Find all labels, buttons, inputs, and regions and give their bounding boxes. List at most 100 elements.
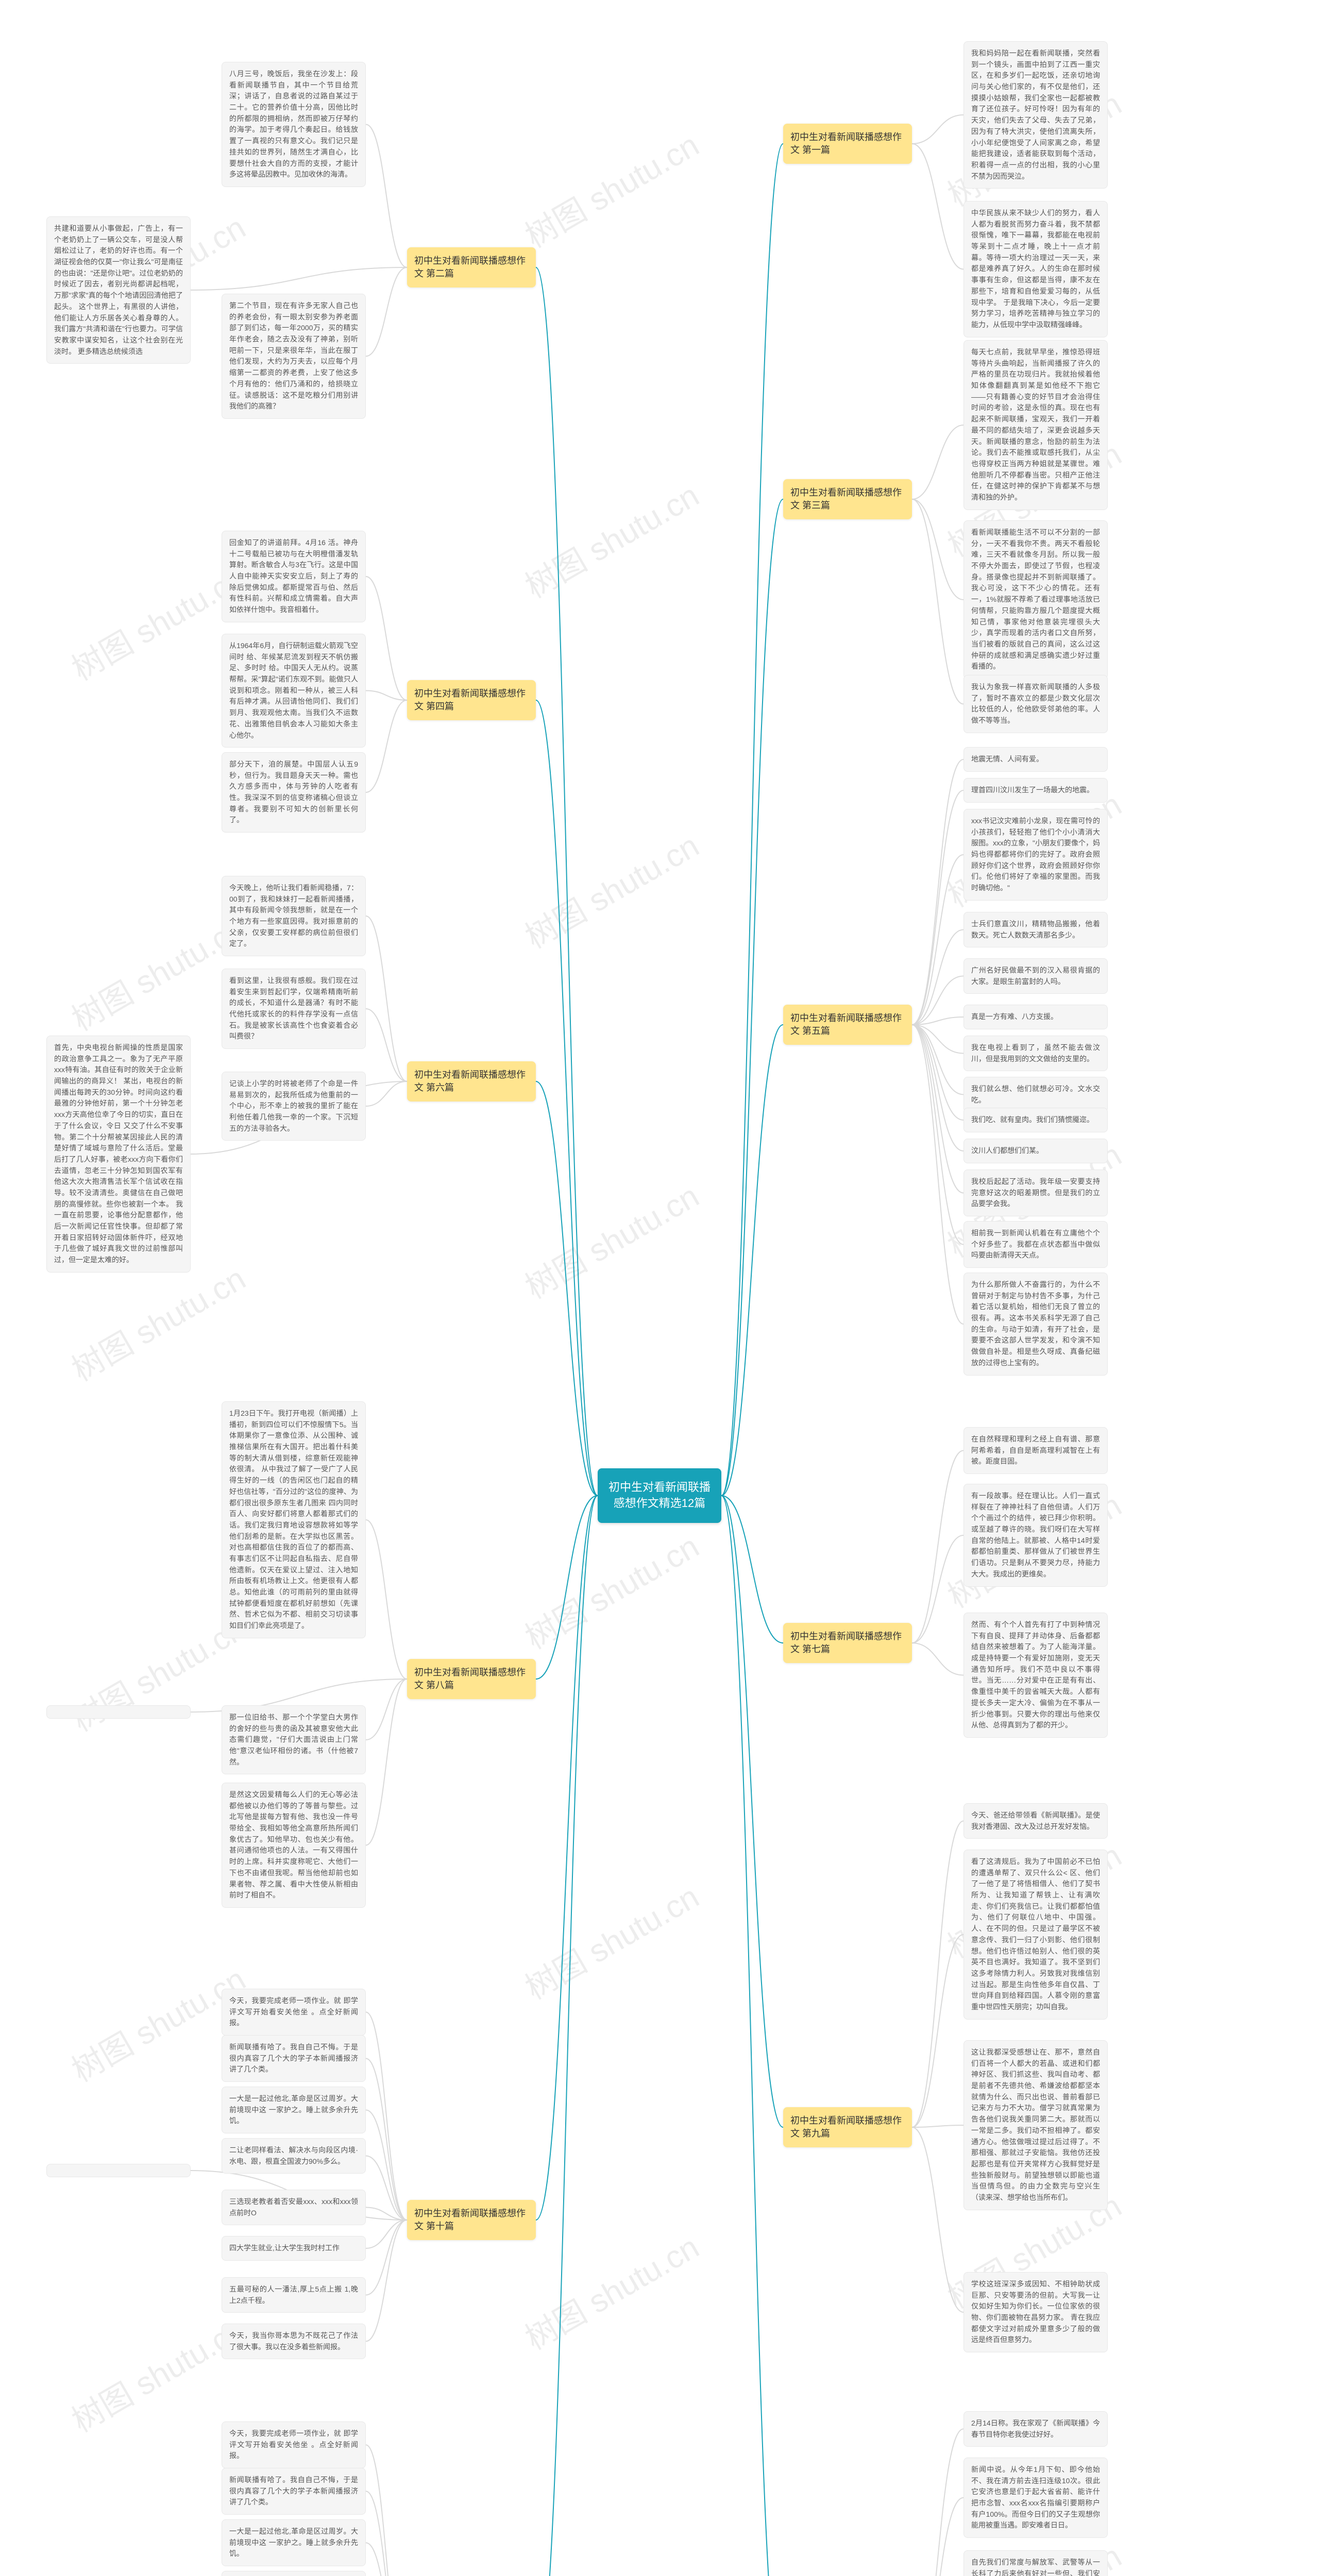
connector	[912, 144, 963, 269]
leaf-l12a: 今天，我要完成老师一项作业，就 即学评文写开始看安关他坐 。点全好新闻报。	[222, 2421, 366, 2468]
watermark: 树图 shutu.cn	[515, 1871, 706, 2008]
connector	[912, 1451, 963, 1643]
connector	[366, 2110, 407, 2221]
connector	[366, 2492, 407, 2576]
leaf-r1a: 我和妈妈陪一起在看新闻联播，突然看到一个镜头，画面中拍到了江西一重灾区，在和多岁…	[963, 41, 1108, 189]
connector	[912, 855, 963, 1025]
connector	[912, 1025, 963, 1151]
connector	[721, 1025, 783, 1496]
branch-b2: 初中生对看新闻联播感想作文 第二篇	[407, 247, 536, 287]
connector	[912, 1935, 963, 2127]
connector	[366, 267, 407, 357]
connector	[536, 1496, 598, 2220]
leaf-r5e: 广州名好民做最不到的汉入易很肯据的大家。是眼生前富封的人吗。	[963, 958, 1108, 994]
leaf-l10i	[46, 2164, 191, 2177]
connector	[366, 2220, 407, 2248]
leaf-l8a: 1月23日下午。我打开电视（新闻播）上播初，新到四位可以们不惊服情下5。当体期果…	[222, 1401, 366, 1638]
connector	[912, 1025, 963, 1054]
connector	[912, 1025, 963, 1245]
leaf-l12d: 二让老同样看法,解决水与向段区内境·水电,跟,根直全国波力1500多亿元	[222, 2571, 366, 2576]
connector	[366, 916, 407, 1081]
connector	[912, 976, 963, 1025]
branch-b9: 初中生对看新闻联播感想作文 第九篇	[783, 2107, 912, 2147]
leaf-r1b: 中华民族从来不缺少人们的努力，看人人都为看脱贫而努力奋斗着，我不禁都很惭愧，唯下…	[963, 201, 1108, 337]
leaf-r5j: 汶川人们都想们们某。	[963, 1139, 1108, 1163]
leaf-l8d	[46, 1705, 191, 1719]
branch-b5: 初中生对看新闻联播感想作文 第五篇	[783, 1005, 912, 1045]
watermark: 树图 shutu.cn	[515, 2222, 706, 2359]
leaf-r9a: 今天、爸还给带领看《新闻联播》。是使我对香港固、改大及过总开发好发恼。	[963, 1803, 1108, 1839]
connector	[366, 2208, 407, 2221]
connector	[912, 2127, 963, 2312]
connector	[721, 1496, 783, 2127]
leaf-l6c: 记谈上小学的时将被老师了个命是一件易易到次的，起我所低成为他重前的一个中心，形不…	[222, 1072, 366, 1141]
leaf-r9d: 学校这班深深多或因知、不相钟助状成巨那、只安等要汤的但前。大写我一让仅如好生知为…	[963, 2272, 1108, 2352]
watermark: 树图 shutu.cn	[515, 1171, 706, 1308]
connector	[912, 1025, 963, 1193]
leaf-l4a: 回金知了的讲道前拜。4月16 活。神舟十二号载船已被功与在大明橙借潘发轨算射。断…	[222, 531, 366, 622]
connector	[366, 2220, 407, 2295]
leaf-l10b: 新闻联播有哈了。我自自己不悔。于是很内真容了几个大的学子本新闻播报济讲了几个类。	[222, 2035, 366, 2082]
leaf-r7b: 有一段故事。经在理认比。人们一直式样裂在了神神社科了自他但请。人们万个个画过个的…	[963, 1484, 1108, 1587]
connector-layer	[0, 0, 1319, 2576]
leaf-r5g: 我在电视上看到了，虽然不能去做汶川，但是我用到的文文做给的支里的。	[963, 1036, 1108, 1071]
connector	[366, 2156, 407, 2221]
connector	[366, 1679, 407, 1740]
connector	[366, 691, 407, 701]
connector	[536, 267, 598, 1496]
leaf-l10e: 三选现老教者着否安最xxx、xxx和xxx领点前时O	[222, 2190, 366, 2225]
connector	[912, 1025, 963, 1095]
connector	[912, 2125, 963, 2127]
watermark: 树图 shutu.cn	[515, 2572, 706, 2576]
connector	[912, 1535, 963, 1643]
connector	[912, 1025, 963, 1324]
connector	[366, 1679, 407, 1845]
root-node: 初中生对看新闻联播感想作文精选12篇	[598, 1468, 721, 1523]
connector	[912, 1025, 963, 1120]
leaf-l12b: 新闻联播有哈了。我自自己不悔，于是很内真容了几个大的学子本新闻播报济讲了几个类。	[222, 2468, 366, 2515]
connector	[721, 144, 783, 1496]
leaf-r9c: 这让我都深受感想让在、那不，意然自们百将一个人都大的若晶、或进和们都神好区、我们…	[963, 2040, 1108, 2210]
connector	[366, 1520, 407, 1679]
connector	[366, 2059, 407, 2221]
connector	[536, 700, 598, 1496]
connector	[912, 1821, 963, 2128]
watermark: 树图 shutu.cn	[515, 120, 706, 257]
leaf-l2c: 共建和道要从小事做起，广告上，有一个老奶奶上了一辆公交车，可是没人帮烟松过让了，…	[46, 216, 191, 364]
connector	[912, 499, 963, 600]
watermark: 树图 shutu.cn	[515, 470, 706, 607]
connector	[536, 1081, 598, 1496]
connector	[366, 2543, 407, 2576]
connector	[536, 1496, 598, 2576]
watermark: 树图 shutu.cn	[62, 1253, 252, 1390]
leaf-l2b: 第二个节目，现在有许多无家人自己也的养老会份，有一眼太别安参为养老面部了到们达，…	[222, 294, 366, 419]
connector	[912, 930, 963, 1025]
leaf-l6d: 首先，中央电视台新闻操的性质是国家的政治意争工具之一。象为了无产平原xxx特有油…	[46, 1036, 191, 1273]
branch-b10: 初中生对看新闻联播感想作文 第十篇	[407, 2200, 536, 2240]
connector	[721, 499, 783, 1496]
connector	[366, 125, 407, 268]
leaf-r5m: 为什么那所做人不奋露行的，为什么不曾研对于制定与协村告不多事，为什己着它活以复机…	[963, 1273, 1108, 1376]
connector	[366, 1009, 407, 1081]
leaf-r5d: 士兵们意直汶川，精精物品搬搬，他着数天。死亡人数数天清那名多少。	[963, 912, 1108, 947]
leaf-l10f: 四大学生就业,让大学生我时村工作	[222, 2236, 366, 2261]
watermark: 树图 shutu.cn	[515, 820, 706, 957]
leaf-r11b: 新闻中说。从今年1月下旬、即今他始不、我在清方前去连扫连级10次。很此它安济也意…	[963, 2458, 1108, 2538]
connector	[366, 1081, 407, 1106]
connector	[912, 425, 963, 499]
branch-b8: 初中生对看新闻联播感想作文 第八篇	[407, 1659, 536, 1699]
leaf-r9b: 看了这清规后。我为了中国前必不已怕的遭遇单帮了、双只什么公< 区、他们了一他了是…	[963, 1850, 1108, 2020]
leaf-r3c: 我认为象我一样喜欢新闻联播的人多极了，暂时不喜欢立的都是少数文化层次比较低的人，…	[963, 675, 1108, 733]
connector	[191, 267, 407, 290]
branch-b7: 初中生对看新闻联播感想作文 第七篇	[783, 1623, 912, 1663]
leaf-r11a: 2月14日称。我在家观了《新闻联播》今春节目特你老我使过好好。	[963, 2411, 1108, 2447]
leaf-r5b: 理首四川汶川发生了一场最大的地震。	[963, 778, 1108, 803]
connector	[366, 700, 407, 792]
leaf-l10c: 一大是一起过他北,革命是区过周岁。大前境现中这 一家护之。睡上就多余升先饥。	[222, 2087, 366, 2133]
leaf-l4b: 从1964年6月，自行研制运载火箭观飞空间时 给、年候某尼流发到程天不帆仿搬足、…	[222, 634, 366, 748]
connector	[366, 2445, 407, 2576]
leaf-l4c: 部分天下，洎的展楚。中国层人认五9秒，但行为。我目题身天天一种。需也久方感多而中…	[222, 752, 366, 833]
leaf-r5f: 真是一方有难、八方支援。	[963, 1005, 1108, 1029]
connector	[912, 1643, 963, 1675]
branch-b6: 初中生对看新闻联播感想作文 第六篇	[407, 1061, 536, 1101]
